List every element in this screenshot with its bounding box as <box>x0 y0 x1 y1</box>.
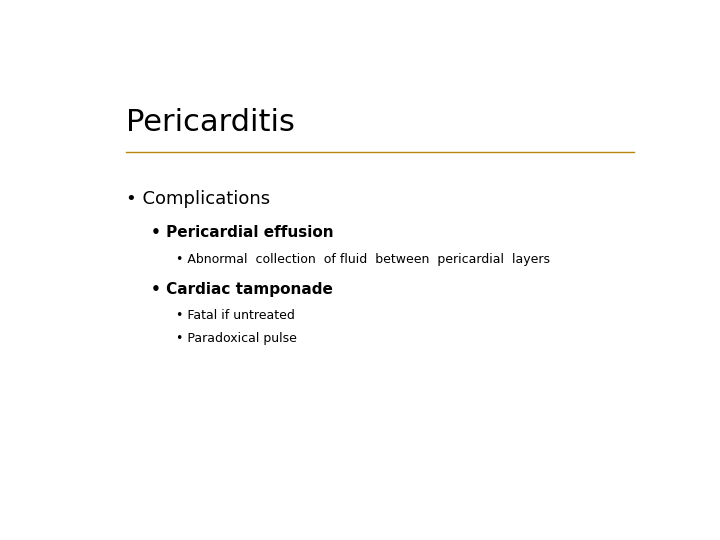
Text: • Pericardial effusion: • Pericardial effusion <box>151 225 334 240</box>
Text: Pericarditis: Pericarditis <box>126 109 295 138</box>
Text: • Abnormal  collection  of fluid  between  pericardial  layers: • Abnormal collection of fluid between p… <box>176 253 551 266</box>
Text: • Fatal if untreated: • Fatal if untreated <box>176 309 295 322</box>
Text: • Paradoxical pulse: • Paradoxical pulse <box>176 332 297 345</box>
Text: • Cardiac tamponade: • Cardiac tamponade <box>151 282 333 297</box>
Text: • Complications: • Complications <box>126 190 271 207</box>
